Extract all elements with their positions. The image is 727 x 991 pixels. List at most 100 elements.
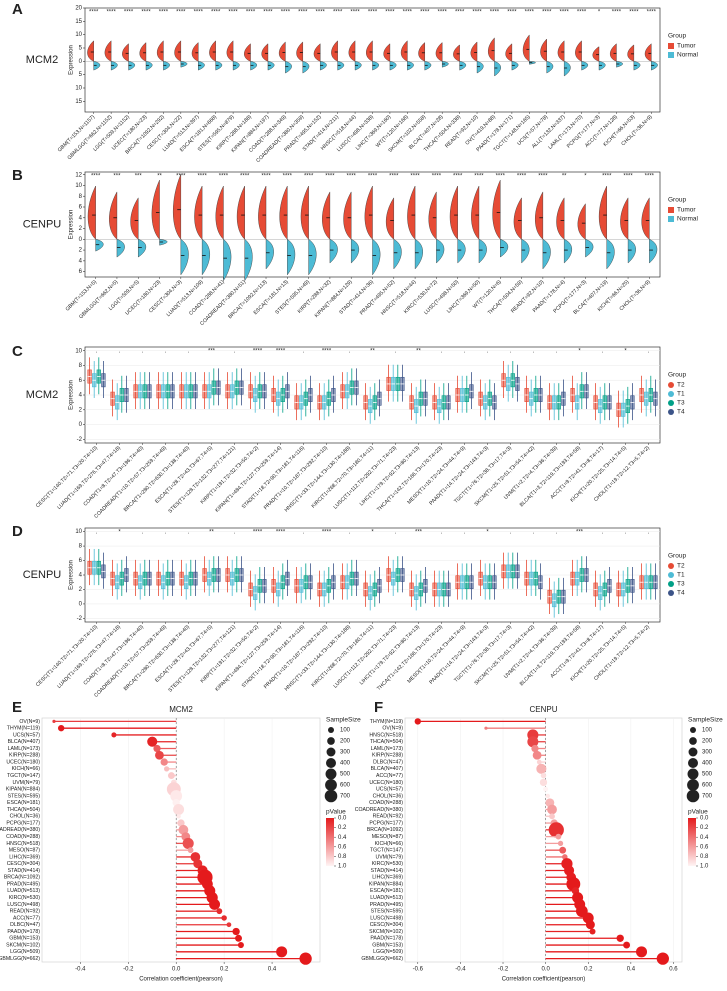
y-axis-label: Expression <box>69 560 75 590</box>
y-tick-label: 4 <box>79 393 83 399</box>
significance-label: . <box>165 349 167 355</box>
significance-label: **** <box>472 10 482 16</box>
significance-label: *** <box>576 530 584 536</box>
significance-label: **** <box>240 174 250 180</box>
dot <box>549 813 555 820</box>
half-violin <box>300 185 309 240</box>
half-violin <box>151 179 160 240</box>
significance-label: . <box>464 349 466 355</box>
half-violin <box>641 197 650 240</box>
significance-label: **** <box>211 10 221 16</box>
significance-label: **** <box>403 10 413 16</box>
half-violin <box>436 239 445 264</box>
y-tick-label: 5 <box>79 72 83 78</box>
y-tick-label: KICH(N=66) <box>375 841 404 847</box>
significance-label: . <box>165 530 167 536</box>
significance-label: **** <box>453 174 463 180</box>
significance-label: . <box>648 530 650 536</box>
x-axis-label: Correlation coefficient(pearson) <box>139 977 223 983</box>
y-tick-label: LIHC(N=369) <box>9 854 40 860</box>
dot <box>536 763 547 774</box>
half-violin <box>258 185 267 240</box>
size-legend-label: 700 <box>702 794 713 800</box>
half-violin <box>492 179 501 240</box>
half-violin <box>223 238 232 282</box>
half-violin <box>174 40 182 62</box>
y-tick-label: COAD(N=288) <box>6 834 40 840</box>
half-violin <box>616 61 623 68</box>
legend-swatch <box>668 52 674 58</box>
dot <box>193 859 203 869</box>
significance-label: . <box>188 349 190 355</box>
half-violin <box>620 197 629 240</box>
y-tick-label: PCPG(N=177) <box>6 820 40 826</box>
panel-label: E <box>12 699 22 716</box>
y-tick-label: PRAD(N=495) <box>7 881 41 887</box>
size-legend-label: 300 <box>702 750 713 756</box>
y-tick-label: UCEC(N=180) <box>6 759 40 765</box>
legend-label: Tumor <box>677 43 696 50</box>
half-violin <box>563 239 573 264</box>
y-tick-label: KIPAN(N=884) <box>6 787 40 793</box>
half-violin <box>296 41 304 62</box>
dot <box>540 772 547 779</box>
half-violin <box>575 40 582 62</box>
x-axis-label: Correlation coefficient(pearson) <box>502 977 586 983</box>
significance-label: . <box>510 530 512 536</box>
y-tick-label: MESO(N=87) <box>372 834 404 840</box>
x-tick-label: -0.4 <box>75 967 86 973</box>
significance-label: . <box>349 530 351 536</box>
y-tick-label: HNSC(N=518) <box>369 732 403 738</box>
significance-label: . <box>625 530 627 536</box>
legend-swatch <box>668 43 674 49</box>
y-tick-label: SKCM(N=102) <box>6 942 40 948</box>
legend-label: Normal <box>677 52 699 59</box>
half-violin <box>435 42 443 62</box>
size-legend-label: 100 <box>340 728 351 734</box>
y-tick-label: ACC(N=77) <box>376 773 403 779</box>
significance-label: **** <box>261 174 271 180</box>
x-tick-label: -0.2 <box>498 967 509 973</box>
size-legend-title: SampleSize <box>688 717 723 724</box>
legend-label: T4 <box>677 590 685 597</box>
legend-label: Normal <box>677 216 699 223</box>
color-legend-label: 0.6 <box>338 844 347 850</box>
y-tick-label: BRCA(N=1092) <box>367 827 403 833</box>
significance-label: . <box>602 349 604 355</box>
significance-label: **** <box>368 10 378 16</box>
half-violin <box>244 43 251 62</box>
dot <box>167 772 175 780</box>
significance-label: **** <box>281 10 291 16</box>
half-violin <box>393 238 402 270</box>
half-violin <box>138 239 147 258</box>
dot <box>216 908 223 915</box>
half-violin <box>348 40 356 62</box>
half-violin <box>522 34 530 62</box>
y-tick-label: 0 <box>79 237 83 243</box>
x-tick-label: 0.0 <box>541 967 550 973</box>
half-violin <box>598 61 606 71</box>
y-tick-label: KIRP(N=288) <box>372 753 403 759</box>
significance-label: **** <box>197 174 207 180</box>
dot <box>153 744 161 753</box>
significance-label: . <box>487 349 489 355</box>
y-tick-label: 6 <box>79 378 83 384</box>
size-legend-dot <box>326 747 336 757</box>
half-violin <box>87 40 94 62</box>
significance-label: **** <box>124 10 134 16</box>
significance-label: ** <box>416 349 421 355</box>
legend-label: T1 <box>677 391 685 398</box>
significance-label: . <box>441 349 443 355</box>
half-violin <box>494 61 501 77</box>
dot <box>299 952 312 965</box>
y-tick-label: 10 <box>75 32 82 38</box>
color-legend-label: 0.0 <box>338 816 347 822</box>
color-legend-label: 0.4 <box>700 835 709 841</box>
significance-label: . <box>533 349 535 355</box>
color-legend-bar <box>688 818 696 866</box>
size-legend-label: 400 <box>340 761 351 767</box>
y-tick-label: LUAD(N=513) <box>370 895 403 901</box>
significance-label: . <box>395 530 397 536</box>
significance-label: **** <box>176 10 186 16</box>
y-tick-label: LUAD(N=513) <box>7 888 40 894</box>
